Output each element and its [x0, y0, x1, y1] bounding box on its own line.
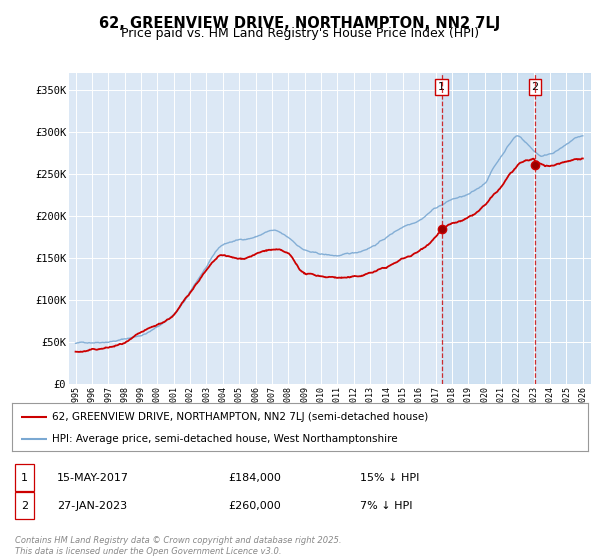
- Text: 2: 2: [21, 501, 28, 511]
- Text: 15-MAY-2017: 15-MAY-2017: [57, 473, 129, 483]
- Text: Price paid vs. HM Land Registry's House Price Index (HPI): Price paid vs. HM Land Registry's House …: [121, 27, 479, 40]
- Text: £260,000: £260,000: [228, 501, 281, 511]
- Text: HPI: Average price, semi-detached house, West Northamptonshire: HPI: Average price, semi-detached house,…: [52, 434, 398, 444]
- Text: Contains HM Land Registry data © Crown copyright and database right 2025.
This d: Contains HM Land Registry data © Crown c…: [15, 536, 341, 556]
- Text: 2: 2: [532, 82, 538, 92]
- Text: 62, GREENVIEW DRIVE, NORTHAMPTON, NN2 7LJ: 62, GREENVIEW DRIVE, NORTHAMPTON, NN2 7L…: [100, 16, 500, 31]
- Text: 62, GREENVIEW DRIVE, NORTHAMPTON, NN2 7LJ (semi-detached house): 62, GREENVIEW DRIVE, NORTHAMPTON, NN2 7L…: [52, 412, 428, 422]
- Text: 7% ↓ HPI: 7% ↓ HPI: [360, 501, 413, 511]
- Text: 27-JAN-2023: 27-JAN-2023: [57, 501, 127, 511]
- Bar: [442, 73, 591, 384]
- Text: 15% ↓ HPI: 15% ↓ HPI: [360, 473, 419, 483]
- Text: 1: 1: [21, 473, 28, 483]
- Text: 1: 1: [438, 82, 445, 92]
- Text: £184,000: £184,000: [228, 473, 281, 483]
